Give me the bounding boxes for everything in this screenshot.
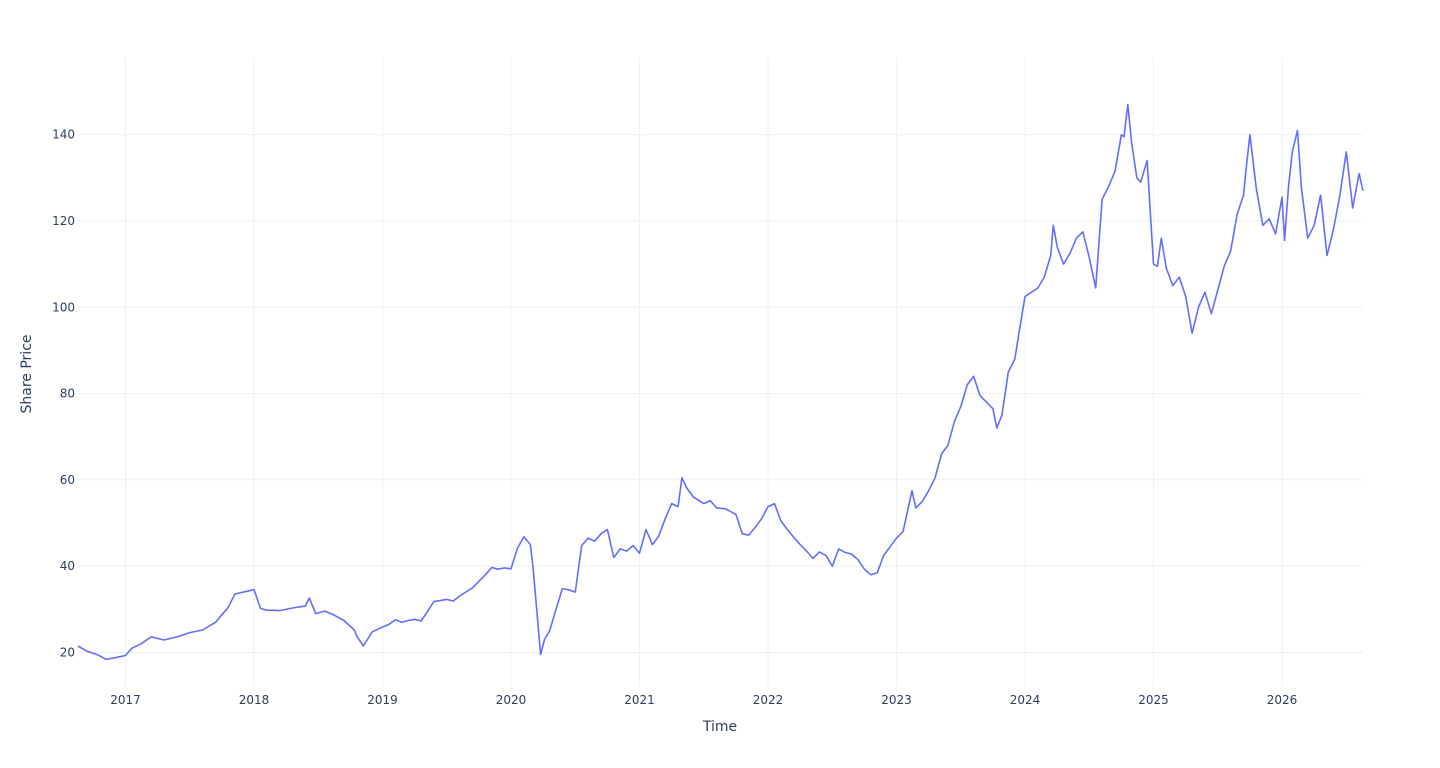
x-axis-title: Time (702, 719, 737, 735)
share-price-line (77, 103, 1364, 661)
x-gridlines (125, 57, 1283, 687)
y-tick-label: 60 (60, 473, 75, 487)
y-tick-label: 40 (60, 559, 75, 573)
x-tick-label: 2024 (1010, 693, 1041, 707)
y-tick-label: 140 (52, 128, 75, 142)
y-gridlines (78, 134, 1363, 653)
y-axis-title: Share Price (19, 334, 35, 413)
x-tick-label: 2017 (110, 693, 141, 707)
x-tick-label: 2026 (1267, 693, 1298, 707)
x-tick-label: 2022 (753, 693, 784, 707)
y-tick-label: 80 (60, 387, 75, 401)
x-tick-label: 2025 (1138, 693, 1169, 707)
x-tick-label: 2020 (496, 693, 527, 707)
y-tick-label: 20 (60, 645, 75, 659)
x-tick-label: 2023 (881, 693, 912, 707)
y-tick-label: 120 (52, 214, 75, 228)
y-tick-label: 100 (52, 300, 75, 314)
x-tick-labels: 2017 2018 2019 2020 2021 2022 2023 2024 2025 2026 (110, 693, 1297, 707)
x-tick-label: 2021 (624, 693, 655, 707)
x-tick-label: 2019 (367, 693, 398, 707)
y-tick-labels: 20 40 60 80 100 120 140 (52, 128, 75, 660)
x-tick-label: 2018 (239, 693, 270, 707)
series-layer (77, 103, 1364, 661)
